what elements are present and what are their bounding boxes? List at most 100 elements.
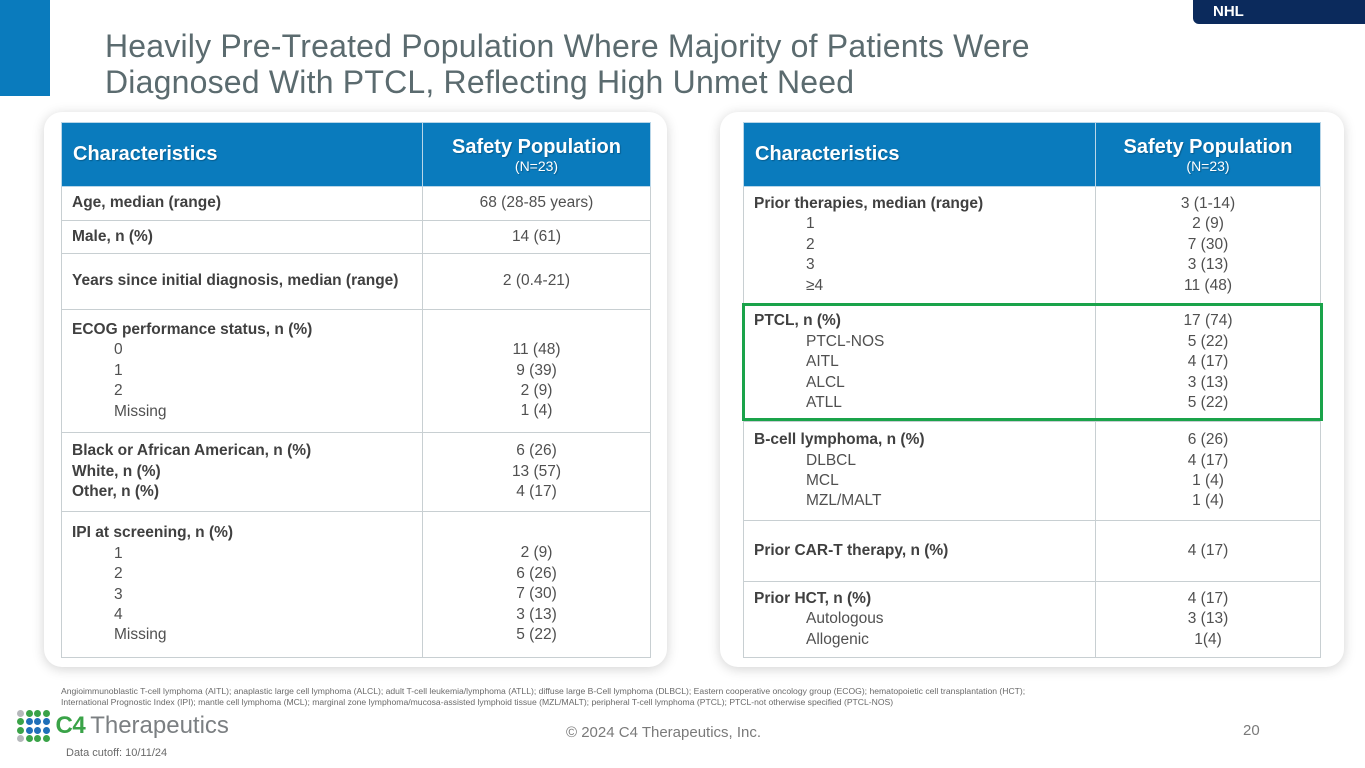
row-sublabel: 3 (114, 585, 123, 603)
row-label: Prior HCT, n (%) (754, 589, 872, 607)
left-table-card: Characteristics Safety Population (N=23)… (44, 112, 667, 667)
header-n: (N=23) (1186, 157, 1230, 174)
table-row: IPI at screening, n (%) 1 2 3 4 Missing … (61, 511, 651, 658)
row-sublabel: PTCL-NOS (806, 332, 885, 350)
row-value: 2 (9) (520, 544, 553, 562)
row-value: 7 (30) (516, 585, 557, 603)
row-sublabel: DLBCL (806, 451, 856, 469)
row-value: 1(4) (1194, 630, 1222, 648)
row-value: 6 (26) (1187, 431, 1229, 449)
row-value: 2 (0.4-21) (422, 253, 651, 310)
row-label: Years since initial diagnosis, median (r… (72, 272, 399, 290)
logo-dot (17, 709, 24, 717)
row-value: 3 (13) (1187, 373, 1229, 391)
company-logo: C4 Therapeutics (17, 709, 229, 743)
logo-dot (25, 735, 33, 743)
logo-dot (34, 709, 41, 717)
row-sublabel: MCL (806, 472, 839, 489)
row-sublabel: Missing (114, 626, 167, 644)
row-sublabel: 1 (114, 544, 123, 562)
row-sublabel: 2 (806, 235, 815, 253)
row-sublabel: AITL (806, 353, 839, 371)
page-title: Heavily Pre-Treated Population Where Maj… (105, 28, 1185, 100)
row-value: 5 (22) (1187, 332, 1229, 350)
row-sublabel: 1 (114, 361, 123, 379)
row-value: 1 (4) (1192, 492, 1224, 510)
logo-dot (25, 709, 33, 717)
row-label: ECOG performance status, n (%) (72, 320, 313, 338)
table-row: Age, median (range) 68 (28-85 years) (61, 186, 651, 221)
header-characteristics: Characteristics (743, 122, 1096, 187)
logo-dot (42, 726, 50, 734)
row-label: Prior therapies, median (range) (754, 194, 984, 212)
footnote-line-2: International Prognostic Index (IPI); ma… (61, 697, 894, 708)
row-sublabel: 4 (114, 605, 123, 623)
row-value: 3 (13) (1187, 610, 1229, 628)
row-sublabel: 1 (806, 215, 815, 233)
row-label: Prior CAR-T therapy, n (%) (754, 541, 949, 559)
header-safety-population-label: Safety Population (1123, 135, 1293, 158)
row-label: Male, n (%) (72, 227, 153, 245)
row-value: 5 (22) (516, 626, 557, 644)
abbreviations-footnote: Angioimmunoblastic T-cell lymphoma (AITL… (61, 686, 1311, 709)
section-tag: NHL (1193, 0, 1365, 24)
row-sublabel: MZL/MALT (806, 492, 882, 510)
row-label: White, n (%) (72, 462, 161, 480)
table-row: Male, n (%) 14 (61) (61, 220, 651, 254)
row-sublabel: Missing (114, 402, 167, 420)
data-cutoff: Data cutoff: 10/11/24 (66, 747, 168, 759)
table-header-row: Characteristics Safety Population (N=23) (743, 122, 1321, 187)
row-sublabel: Autologous (806, 610, 884, 628)
row-value: 3 (1-14) (1180, 194, 1236, 212)
row-label: PTCL, n (%) (754, 312, 841, 330)
row-sublabel: ≥4 (806, 276, 824, 294)
row-value: 4 (17) (1187, 353, 1229, 371)
row-label: Other, n (%) (72, 483, 159, 501)
logo-dot (17, 726, 24, 734)
row-label: Age, median (range) (72, 194, 221, 212)
row-label: Black or African American, n (%) (72, 442, 312, 460)
table-row: Years since initial diagnosis, median (r… (61, 253, 651, 310)
row-sublabel: ATLL (806, 394, 842, 412)
table-row: Black or African American, n (%) White, … (61, 432, 651, 512)
row-value: 3 (13) (1187, 256, 1229, 274)
row-value: 11 (48) (512, 341, 561, 359)
row-value: 4 (17) (1187, 451, 1229, 469)
row-value: 9 (39) (516, 361, 557, 379)
row-label: B-cell lymphoma, n (%) (754, 431, 925, 449)
logo-dots-icon (17, 709, 50, 743)
header-n: (N=23) (514, 157, 559, 174)
logo-dot (42, 709, 50, 717)
logo-dot (34, 726, 41, 734)
table-row: Prior therapies, median (range) 1 2 3 ≥4… (743, 186, 1321, 304)
row-value: 5 (22) (1187, 394, 1229, 412)
logo-c4: C4 (55, 712, 86, 739)
header-safety-population: Safety Population (N=23) (422, 122, 651, 187)
row-value: 3 (13) (516, 605, 557, 623)
right-characteristics-table: Characteristics Safety Population (N=23)… (743, 122, 1321, 658)
logo-dot (17, 735, 24, 743)
row-value: 4 (17) (516, 483, 557, 501)
row-value: 7 (30) (1187, 235, 1229, 253)
table-header-row: Characteristics Safety Population (N=23) (61, 122, 651, 187)
row-value: 14 (61) (422, 220, 651, 254)
title-line-2: Diagnosed With PTCL, Reflecting High Unm… (105, 64, 855, 100)
row-value: 68 (28-85 years) (422, 186, 651, 221)
row-value: 11 (48) (1184, 276, 1232, 294)
logo-dot (25, 718, 33, 726)
row-value: 17 (74) (1183, 312, 1233, 330)
logo-dot (34, 718, 41, 726)
row-sublabel: 2 (114, 382, 123, 400)
right-table-card: Characteristics Safety Population (N=23)… (720, 112, 1344, 667)
table-row: ECOG performance status, n (%) 0 1 2 Mis… (61, 309, 651, 433)
left-characteristics-table: Characteristics Safety Population (N=23)… (61, 122, 651, 658)
table-row: Prior HCT, n (%) Autologous Allogenic 4 … (743, 581, 1321, 658)
row-value: 1 (4) (520, 402, 553, 420)
logo-name: Therapeutics (90, 712, 229, 739)
row-value: 2 (9) (520, 382, 553, 399)
logo-dot (34, 735, 41, 743)
row-sublabel: 0 (114, 341, 123, 359)
row-sublabel: 3 (806, 256, 815, 274)
header-safety-population: Safety Population (N=23) (1095, 122, 1321, 187)
accent-bar (0, 0, 50, 96)
